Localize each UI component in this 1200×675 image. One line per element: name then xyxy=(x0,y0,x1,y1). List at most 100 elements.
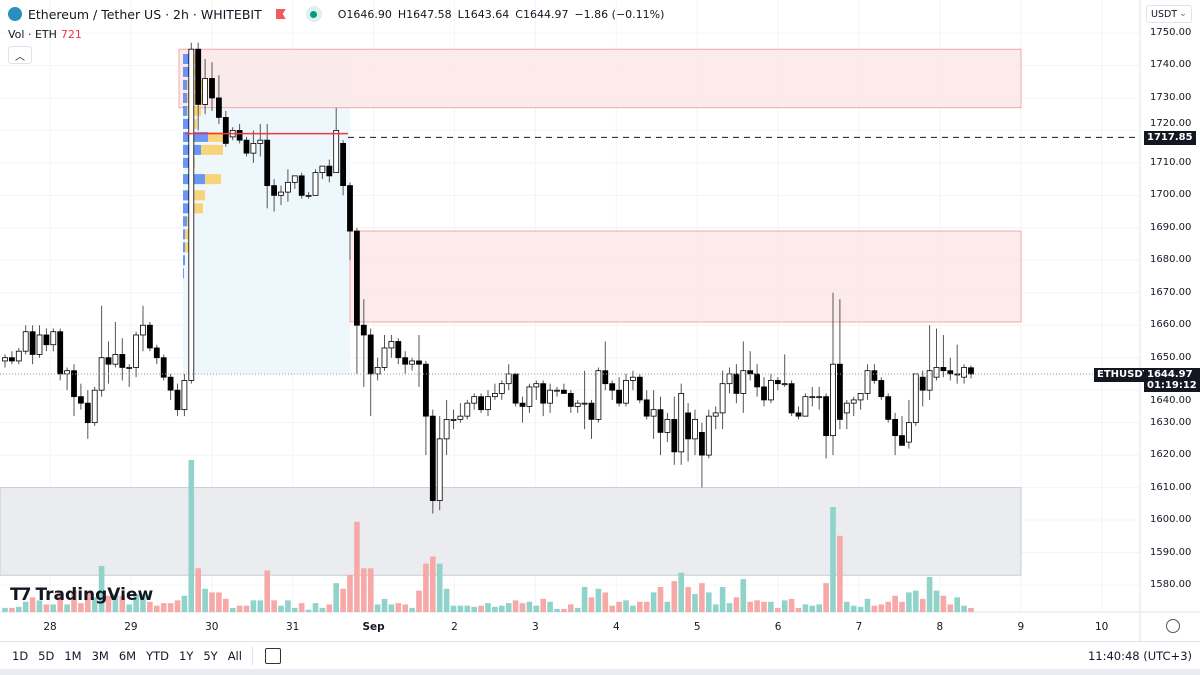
volume-bar xyxy=(160,603,167,612)
market-status-icon[interactable] xyxy=(305,6,322,22)
volume-profile-down xyxy=(208,131,224,142)
candle-body xyxy=(774,380,781,385)
candle-body xyxy=(761,386,767,401)
candle-body xyxy=(257,139,264,144)
volume-bar xyxy=(581,586,588,612)
go-to-date-icon[interactable] xyxy=(264,647,281,664)
brand-name: TradingView xyxy=(35,585,154,605)
candle-body xyxy=(222,117,229,144)
time-tick: Sep xyxy=(362,621,385,633)
candle-body xyxy=(112,354,119,365)
volume-profile-up xyxy=(183,157,189,168)
range-button-3m[interactable]: 3M xyxy=(91,648,109,663)
range-button-6m[interactable]: 6M xyxy=(118,648,137,663)
volume-bar xyxy=(298,603,305,612)
candle-body xyxy=(298,175,305,196)
candle-body xyxy=(264,139,271,187)
supply-zone-upper xyxy=(178,48,1022,109)
volume-bar xyxy=(643,601,650,612)
candle-body xyxy=(609,383,616,391)
volume-bar xyxy=(913,590,919,612)
time-tick: 31 xyxy=(286,621,300,633)
candle-body xyxy=(64,370,70,375)
price-tick: 1750.00 xyxy=(1150,27,1192,38)
candle-body xyxy=(781,383,788,386)
volume-bar xyxy=(671,581,678,612)
time-tick: 7 xyxy=(855,621,863,633)
bottom-toolbar: 1D 5D 1M 3M 6M YTD 1Y 5Y All 11:40:48 (UTC+3) xyxy=(0,641,1200,669)
candle-body xyxy=(71,370,77,398)
volume-bar xyxy=(712,604,719,612)
time-tick: 9 xyxy=(1017,621,1025,633)
candle-body xyxy=(36,334,43,355)
candle-body xyxy=(422,363,429,417)
volume-bar xyxy=(292,607,298,612)
candle-body xyxy=(726,373,733,385)
candle-body xyxy=(961,367,967,378)
candle-body xyxy=(381,347,388,368)
last-price: 1644.97 xyxy=(1147,369,1193,380)
volume-bar xyxy=(719,586,726,612)
volume-bar xyxy=(526,601,533,612)
volume-bar xyxy=(823,583,829,612)
volume-bar xyxy=(361,568,367,612)
volume-bar xyxy=(312,603,319,612)
currency-selector[interactable]: USDT ⌄ xyxy=(1146,5,1192,23)
candle-body xyxy=(892,418,898,437)
volume-profile-up xyxy=(183,216,187,227)
candle-body xyxy=(561,389,567,394)
volume-profile-up xyxy=(183,79,187,90)
range-button-all[interactable]: All xyxy=(227,648,242,663)
volume-profile-up xyxy=(183,92,187,103)
candle-body xyxy=(754,373,760,388)
candle-body xyxy=(768,380,774,401)
range-button-5y[interactable]: 5Y xyxy=(203,648,218,663)
range-button-1d[interactable]: 1D xyxy=(12,648,29,663)
volume-bar xyxy=(485,603,491,612)
volume-bar xyxy=(354,521,360,612)
symbol-title[interactable]: Ethereum / Tether US · 2h · WHITEBIT xyxy=(28,6,262,22)
candle-body xyxy=(719,383,726,414)
candle-body xyxy=(22,331,29,352)
time-tick: 10 xyxy=(1095,621,1109,633)
candle-body xyxy=(491,393,498,398)
candle-body xyxy=(581,402,588,405)
volume-bar xyxy=(512,600,519,612)
candle-body xyxy=(692,418,698,440)
volume-bar xyxy=(623,600,629,612)
candle-body xyxy=(567,393,574,407)
candle-body xyxy=(795,412,802,417)
volume-bar xyxy=(347,574,353,612)
volume-bar xyxy=(471,606,477,612)
range-button-ytd[interactable]: YTD xyxy=(146,648,169,663)
volume-bar xyxy=(236,605,243,612)
candle-body xyxy=(146,324,153,349)
chart-settings-icon[interactable] xyxy=(1166,619,1180,633)
range-button-1y[interactable]: 1Y xyxy=(179,648,194,663)
volume-bar xyxy=(436,563,443,612)
volume-bar xyxy=(609,605,615,612)
price-tick: 1580.00 xyxy=(1150,578,1192,590)
tradingview-logo[interactable]: 𝗧𝟳 TradingView xyxy=(10,585,153,605)
candle-body xyxy=(174,389,181,411)
flag-icon[interactable] xyxy=(275,9,286,19)
candle-body xyxy=(505,373,512,385)
candle-body xyxy=(243,139,250,154)
clock[interactable]: 11:40:48 (UTC+3) xyxy=(1087,648,1192,663)
volume-bar xyxy=(637,601,643,612)
volume-bar xyxy=(747,601,753,612)
candle-body xyxy=(533,383,540,388)
chevron-up-icon: ︿ xyxy=(15,51,25,63)
price-chart[interactable] xyxy=(0,0,1200,641)
candle-body xyxy=(526,386,533,407)
candle-body xyxy=(360,324,367,336)
price-tick: 1700.00 xyxy=(1150,189,1192,201)
volume-bar xyxy=(278,605,284,612)
time-tick: 3 xyxy=(532,621,539,633)
volume-bar xyxy=(499,605,505,612)
volume-bar xyxy=(850,605,857,612)
collapse-legend-button[interactable]: ︿ xyxy=(8,46,32,64)
range-button-5d[interactable]: 5D xyxy=(38,648,55,663)
range-button-1m[interactable]: 1M xyxy=(64,648,82,663)
candle-body xyxy=(843,402,850,414)
